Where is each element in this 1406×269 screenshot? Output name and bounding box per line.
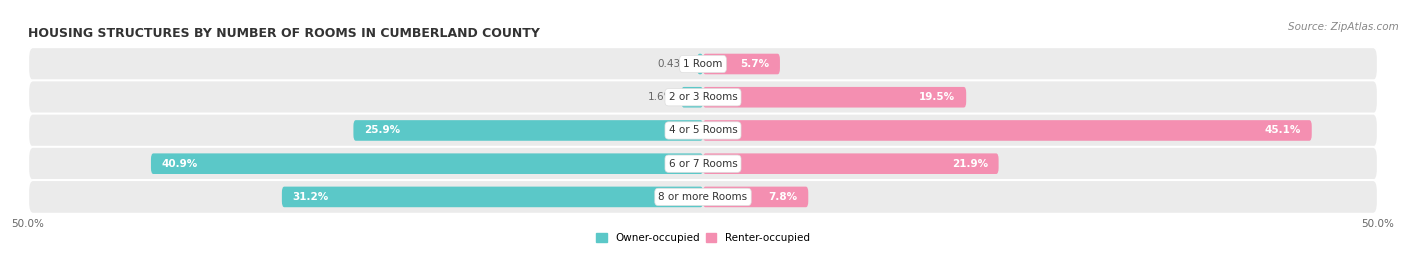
Text: 31.2%: 31.2%	[292, 192, 329, 202]
FancyBboxPatch shape	[28, 47, 1378, 81]
Legend: Owner-occupied, Renter-occupied: Owner-occupied, Renter-occupied	[592, 229, 814, 247]
Text: 21.9%: 21.9%	[952, 159, 988, 169]
FancyBboxPatch shape	[682, 87, 703, 108]
FancyBboxPatch shape	[703, 54, 780, 74]
FancyBboxPatch shape	[281, 187, 703, 207]
FancyBboxPatch shape	[703, 87, 966, 108]
FancyBboxPatch shape	[703, 120, 1312, 141]
FancyBboxPatch shape	[697, 54, 703, 74]
Text: 25.9%: 25.9%	[364, 125, 401, 136]
Text: Source: ZipAtlas.com: Source: ZipAtlas.com	[1288, 22, 1399, 31]
FancyBboxPatch shape	[28, 80, 1378, 114]
Text: HOUSING STRUCTURES BY NUMBER OF ROOMS IN CUMBERLAND COUNTY: HOUSING STRUCTURES BY NUMBER OF ROOMS IN…	[28, 27, 540, 40]
FancyBboxPatch shape	[28, 114, 1378, 147]
Text: 0.43%: 0.43%	[658, 59, 690, 69]
FancyBboxPatch shape	[28, 180, 1378, 214]
FancyBboxPatch shape	[150, 153, 703, 174]
Text: 19.5%: 19.5%	[920, 92, 956, 102]
Text: 40.9%: 40.9%	[162, 159, 198, 169]
FancyBboxPatch shape	[28, 147, 1378, 180]
Text: 8 or more Rooms: 8 or more Rooms	[658, 192, 748, 202]
Text: 4 or 5 Rooms: 4 or 5 Rooms	[669, 125, 737, 136]
Text: 1 Room: 1 Room	[683, 59, 723, 69]
Text: 6 or 7 Rooms: 6 or 7 Rooms	[669, 159, 737, 169]
FancyBboxPatch shape	[353, 120, 703, 141]
Text: 7.8%: 7.8%	[768, 192, 797, 202]
Text: 2 or 3 Rooms: 2 or 3 Rooms	[669, 92, 737, 102]
Text: 1.6%: 1.6%	[648, 92, 675, 102]
Text: 5.7%: 5.7%	[740, 59, 769, 69]
FancyBboxPatch shape	[703, 187, 808, 207]
FancyBboxPatch shape	[703, 153, 998, 174]
Text: 45.1%: 45.1%	[1264, 125, 1301, 136]
